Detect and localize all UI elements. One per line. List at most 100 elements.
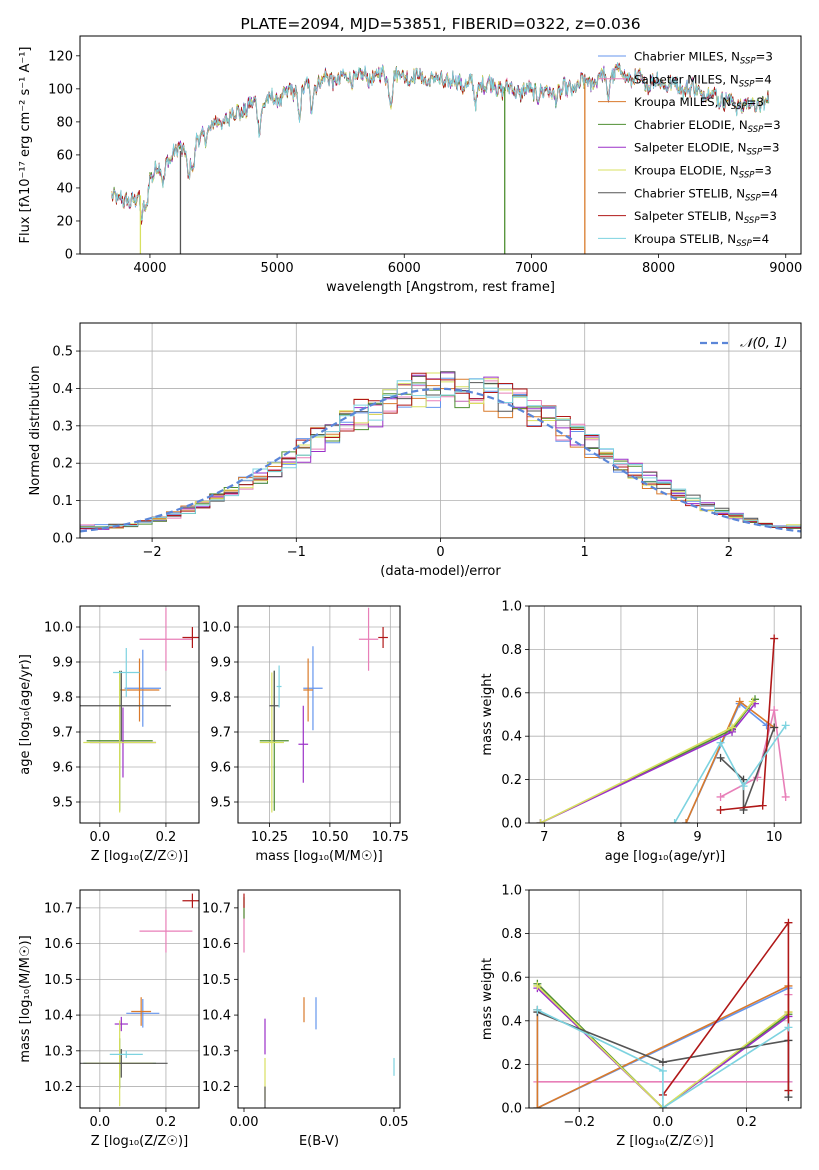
legend-label-subscript: SSP: [746, 148, 762, 158]
z-mass-ytick-label: 10.5: [44, 973, 73, 988]
spectrum-ytick-label: 120: [48, 49, 73, 64]
age-weight-ytick-label: 0.8: [501, 643, 522, 658]
legend-label-value: =4: [754, 72, 771, 86]
age-weight-series-1: [720, 709, 787, 798]
spectrum-ytick-label: 60: [56, 148, 73, 163]
spectrum-ytick-label: 40: [56, 181, 73, 196]
age-weight-ytick-label: 0.0: [501, 817, 522, 832]
age-weight-marker-7: [770, 634, 779, 643]
z-weight-marker-8: [658, 1066, 667, 1075]
spectrum-xtick-label: 4000: [133, 261, 166, 276]
ebv-mass-xlabel: E(B-V): [299, 1134, 339, 1149]
age-weight-ytick-label: 0.6: [501, 686, 522, 701]
age-weight-xtick-label: 7: [540, 830, 548, 845]
age-weight-marker-1: [716, 792, 725, 801]
ebv-mass-ytick-label: 10.7: [202, 901, 231, 916]
legend-label-0: Chabrier MILES, NSSP=3: [634, 50, 773, 67]
z-age-panel: 0.0 0.2 9.5 9.6 9.7 9.8 9.9 10.0 Z [log₁₀(Z/Z☉)]…: [18, 605, 200, 864]
age-weight-series-8: [673, 724, 787, 823]
z-age-ytick-label: 9.5: [52, 796, 73, 811]
residuals-panel: −2 −1 0 1 2 0.0 0.1 0.2 0.3 0.4 0.5 (data-model)/er…: [28, 322, 802, 579]
age-weight-marker-8: [670, 819, 679, 823]
spectrum-xtick-label: 7000: [515, 261, 548, 276]
ebv-mass-ytick-label: 10.4: [202, 1009, 231, 1024]
spectrum-series-8: [111, 62, 770, 221]
residuals-ytick-label: 0.3: [52, 419, 73, 434]
z-weight-series-5: [536, 985, 789, 1108]
z-weight-xtick-label: −0.2: [563, 1115, 595, 1130]
legend-label-text: Kroupa MILES, N: [634, 95, 731, 109]
mass-age-ytick-label: 9.8: [210, 691, 231, 706]
z-weight-ytick-label: 0.6: [501, 971, 522, 986]
legend-label-subscript: SSP: [740, 57, 756, 67]
legend-label-4: Salpeter ELODIE, NSSP=3: [634, 141, 779, 158]
z-weight-series-3: [536, 983, 789, 1108]
ebv-mass-panel: 0.00 0.05 10.2 10.3 10.4 10.5 10.6 10.7 E(B-V): [202, 889, 408, 1149]
z-weight-series-8: [537, 1009, 789, 1108]
legend-label-value: =3: [762, 141, 779, 155]
z-weight-marker-8: [784, 1023, 793, 1032]
z-weight-marker-7: [784, 1086, 793, 1095]
legend-label-value: =3: [763, 118, 780, 132]
age-weight-plot-area: [536, 634, 790, 823]
legend-label-text: Kroupa STELIB, N: [634, 232, 736, 246]
mass-age-panel: 10.25 10.50 10.75 9.5 9.6 9.7 9.8 9.9 10.0 mass […: [202, 605, 409, 864]
spectrum-ytick-label: 20: [56, 214, 73, 229]
spectrum-frame: [79, 35, 802, 255]
z-weight-panel: −0.2 0.0 0.2 0.0 0.2 0.4 0.6 0.8 1.0 Z [log₁₀(Z/Z…: [480, 884, 802, 1149]
z-mass-panel: 0.0 0.2 10.2 10.3 10.4 10.5 10.6 10.7 Z [log₁₀(Z…: [18, 889, 200, 1149]
age-weight-marker-2: [682, 819, 691, 823]
residuals-ytick-label: 0.1: [52, 494, 73, 509]
z-weight-marker-6: [658, 1058, 667, 1067]
age-weight-marker-8: [739, 782, 748, 791]
legend-label-text: Chabrier MILES, N: [634, 50, 740, 64]
age-weight-ylabel: mass weight: [480, 673, 495, 755]
age-weight-marker-1: [781, 792, 790, 801]
age-weight-ytick-label: 0.2: [501, 773, 522, 788]
spectrum-panel: 4000 5000 6000 7000 8000 9000 0 20 40 60 80 100 120 w…: [18, 15, 802, 295]
legend-label-3: Chabrier ELODIE, NSSP=3: [634, 118, 781, 135]
age-weight-ytick-label: 1.0: [501, 600, 522, 615]
z-age-ytick-label: 9.9: [52, 656, 73, 671]
histogram-series-8: [80, 378, 801, 538]
legend-label-value: =4: [761, 186, 778, 200]
mass-age-ytick-label: 9.9: [210, 656, 231, 671]
normal-curve: [80, 387, 801, 533]
z-weight-marker-8: [658, 1104, 667, 1108]
z-weight-marker-8: [533, 1005, 542, 1014]
z-weight-ylabel: mass weight: [480, 958, 495, 1040]
spectrum-xtick-label: 5000: [261, 261, 294, 276]
z-age-ylabel: age [log₁₀(age/yr)]: [18, 654, 33, 775]
z-weight-marker-2: [533, 1104, 542, 1108]
age-weight-marker-5: [748, 697, 757, 706]
z-age-xlabel: Z [log₁₀(Z/Z☉)]: [91, 849, 188, 864]
residuals-ytick-label: 0.0: [52, 532, 73, 547]
residuals-xtick-label: −2: [143, 545, 162, 560]
legend-label-text: Salpeter ELODIE, N: [634, 141, 746, 155]
age-weight-panel: 7 8 9 10 0.0 0.2 0.4 0.6 0.8 1.0 age [log₁₀(age/yr…: [480, 600, 802, 864]
spectrum-xtick-label: 9000: [769, 261, 802, 276]
legend-label-text: Salpeter MILES, N: [634, 72, 739, 86]
z-mass-ytick-label: 10.4: [44, 1009, 73, 1024]
legend-label-subscript: SSP: [731, 102, 747, 112]
age-weight-xtick-label: 8: [617, 830, 625, 845]
age-weight-marker-8: [781, 721, 790, 730]
legend-label-normal: 𝒩(0, 1): [740, 336, 787, 351]
legend-label-8: Kroupa STELIB, NSSP=4: [634, 232, 769, 249]
mass-age-ytick-label: 10.0: [202, 621, 231, 636]
age-weight-marker-7: [758, 801, 767, 810]
legend-label-subscript: SSP: [745, 193, 761, 203]
legend-label-subscript: SSP: [739, 171, 755, 181]
z-weight-xtick-label: 0.0: [653, 1115, 674, 1130]
z-mass-ytick-label: 10.3: [44, 1044, 73, 1059]
legend-label-subscript: SSP: [736, 239, 752, 249]
mass-age-xlabel: mass [log₁₀(M/M☉)]: [255, 849, 382, 864]
z-mass-xtick-label: 0.0: [89, 1115, 110, 1130]
residuals-plot-area: [80, 371, 801, 538]
age-weight-marker-6: [770, 723, 779, 732]
legend-label-1: Salpeter MILES, NSSP=4: [634, 72, 772, 89]
legend-label-subscript: SSP: [739, 79, 755, 89]
residuals-ytick-label: 0.5: [52, 345, 73, 360]
legend-label-5: Kroupa ELODIE, NSSP=3: [634, 164, 772, 181]
legend-label-subscript: SSP: [748, 125, 764, 135]
